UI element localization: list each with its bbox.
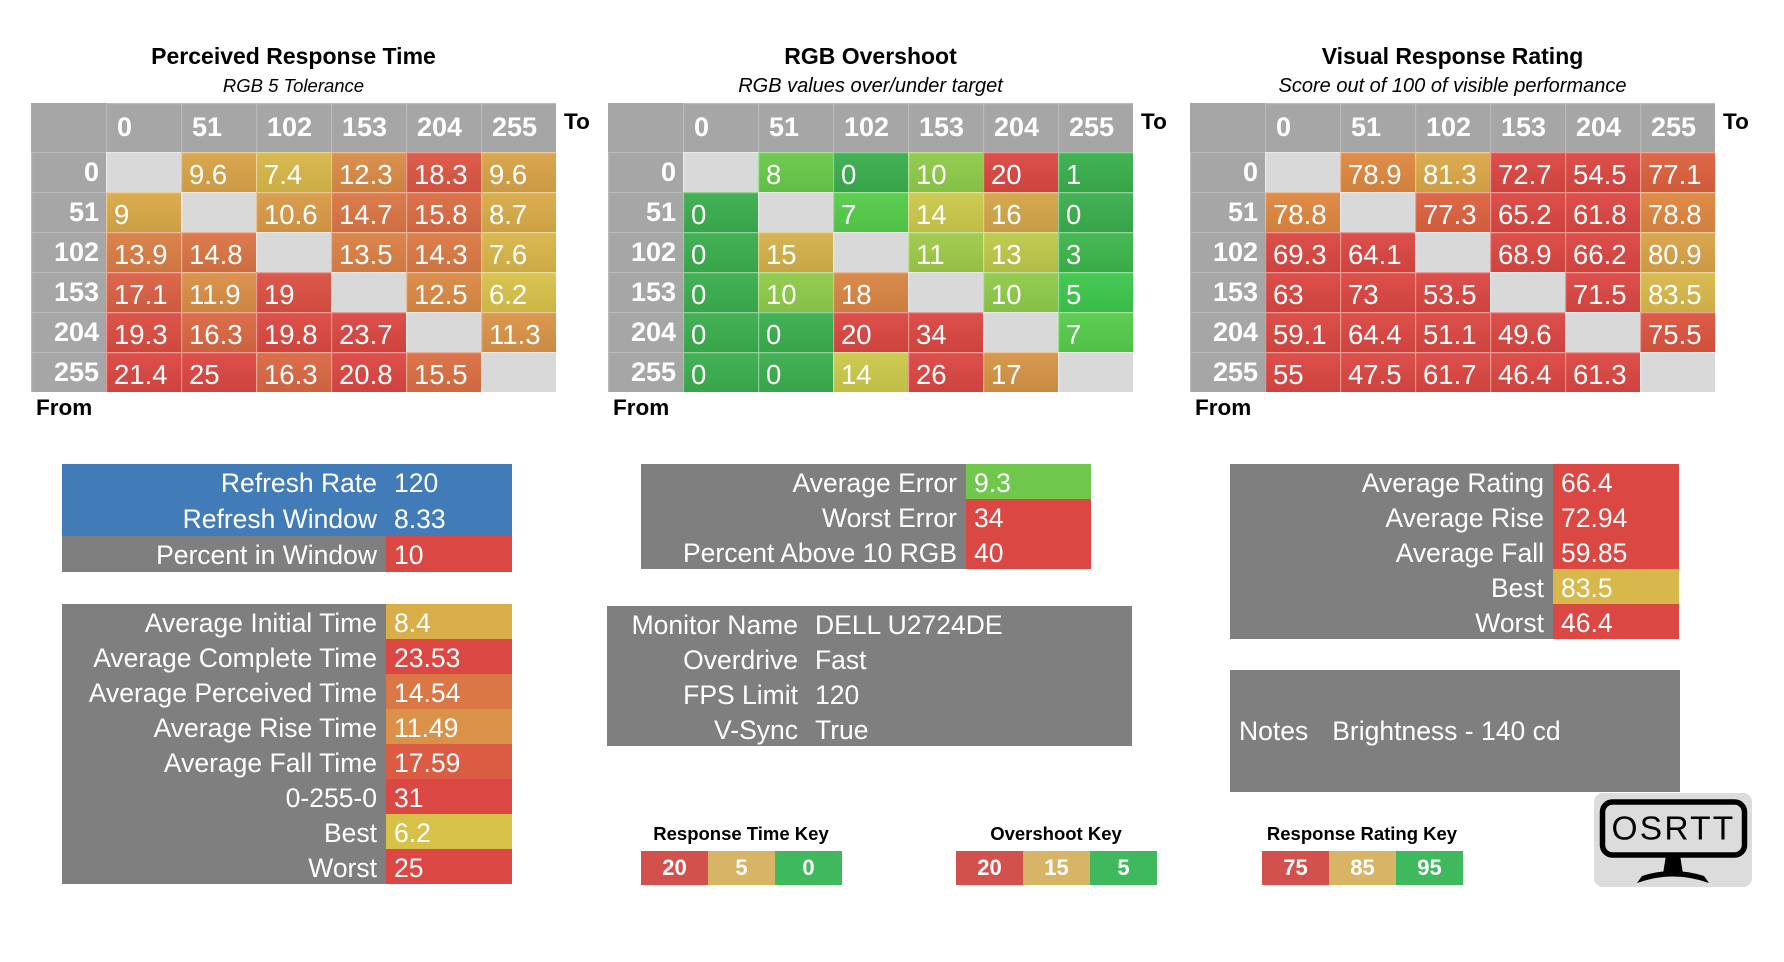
svg-text:OSRTT: OSRTT (1612, 811, 1736, 848)
